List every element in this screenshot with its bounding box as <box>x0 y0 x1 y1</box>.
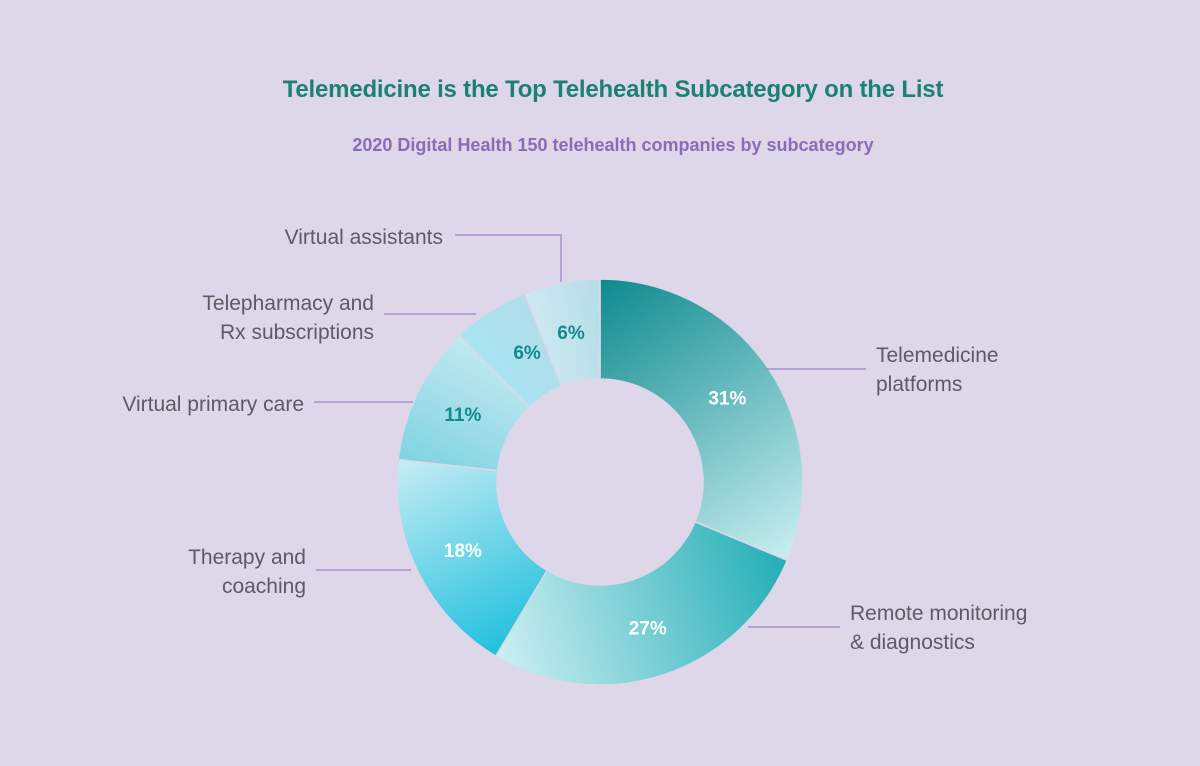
category-label-therapy-and-coaching: Therapy and coaching <box>188 546 306 598</box>
slice-virtual-assistants <box>523 278 601 388</box>
leader-line-virtual-assistants <box>455 234 562 282</box>
value-label-telepharmacy-and-rx-subscriptions: 6% <box>513 343 541 364</box>
category-label-virtual-primary-care: Virtual primary care <box>122 393 304 416</box>
slice-telemedicine-platforms <box>599 278 804 562</box>
value-label-virtual-primary-care: 11% <box>444 405 481 426</box>
value-label-telemedicine-platforms: 31% <box>708 388 746 409</box>
slice-therapy-and-coaching <box>396 458 549 658</box>
slice-remote-monitoring-diagnostics <box>494 520 789 686</box>
chart-title: Telemedicine is the Top Telehealth Subca… <box>282 76 944 103</box>
category-label-virtual-assistants: Virtual assistants <box>285 226 443 249</box>
category-label-telemedicine-platforms: Telemedicine platforms <box>876 344 999 396</box>
chart-subtitle: 2020 Digital Health 150 telehealth compa… <box>352 135 874 155</box>
value-label-remote-monitoring-diagnostics: 27% <box>629 618 667 639</box>
value-label-virtual-assistants: 6% <box>557 323 585 344</box>
category-label-telepharmacy-and-rx-subscriptions: Telepharmacy and Rx subscriptions <box>202 292 374 344</box>
category-label-remote-monitoring-diagnostics: Remote monitoring & diagnostics <box>850 602 1027 654</box>
value-label-therapy-and-coaching: 18% <box>444 541 482 562</box>
